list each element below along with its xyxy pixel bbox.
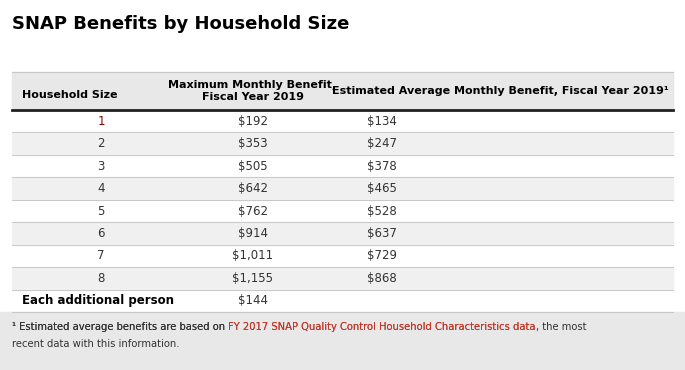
Bar xyxy=(12,222,673,245)
Text: Estimated Average Monthly Benefit, Fiscal Year 2019¹: Estimated Average Monthly Benefit, Fisca… xyxy=(332,86,669,96)
Text: $505: $505 xyxy=(238,159,267,173)
Text: $1,155: $1,155 xyxy=(232,272,273,285)
Text: $134: $134 xyxy=(367,115,397,128)
Text: $465: $465 xyxy=(367,182,397,195)
Text: 8: 8 xyxy=(97,272,105,285)
Text: 5: 5 xyxy=(97,205,105,218)
Text: $528: $528 xyxy=(367,205,397,218)
Bar xyxy=(0,312,685,370)
Text: $192: $192 xyxy=(238,115,268,128)
Bar xyxy=(12,72,673,110)
Text: Each additional person: Each additional person xyxy=(22,294,174,307)
Bar xyxy=(12,267,673,290)
Text: 2: 2 xyxy=(97,137,105,150)
Text: $729: $729 xyxy=(367,249,397,262)
Text: $247: $247 xyxy=(367,137,397,150)
Text: $868: $868 xyxy=(367,272,397,285)
Text: $144: $144 xyxy=(238,294,268,307)
Text: 1: 1 xyxy=(97,115,105,128)
Text: FY 2017 SNAP Quality Control Household Characteristics data: FY 2017 SNAP Quality Control Household C… xyxy=(228,322,536,332)
Text: $762: $762 xyxy=(238,205,268,218)
Text: 7: 7 xyxy=(97,249,105,262)
Text: SNAP Benefits by Household Size: SNAP Benefits by Household Size xyxy=(12,15,349,33)
Text: $642: $642 xyxy=(238,182,268,195)
Text: $914: $914 xyxy=(238,227,268,240)
Text: recent data with this information.: recent data with this information. xyxy=(12,339,179,349)
Text: FY 2017 SNAP Quality Control Household Characteristics data: FY 2017 SNAP Quality Control Household C… xyxy=(228,322,536,332)
Text: Household Size: Household Size xyxy=(22,90,118,100)
Text: 4: 4 xyxy=(97,182,105,195)
Text: , the most: , the most xyxy=(536,322,586,332)
Text: ¹ Estimated average benefits are based on: ¹ Estimated average benefits are based o… xyxy=(12,322,228,332)
Text: $637: $637 xyxy=(367,227,397,240)
Text: $378: $378 xyxy=(367,159,397,173)
Text: 3: 3 xyxy=(97,159,105,173)
Text: Maximum Monthly Benefit,
Fiscal Year 2019: Maximum Monthly Benefit, Fiscal Year 201… xyxy=(169,80,336,102)
Text: 6: 6 xyxy=(97,227,105,240)
Text: ¹ Estimated average benefits are based on: ¹ Estimated average benefits are based o… xyxy=(12,322,228,332)
Text: $1,011: $1,011 xyxy=(232,249,273,262)
Bar xyxy=(12,132,673,155)
Text: $353: $353 xyxy=(238,137,267,150)
Bar xyxy=(12,177,673,200)
